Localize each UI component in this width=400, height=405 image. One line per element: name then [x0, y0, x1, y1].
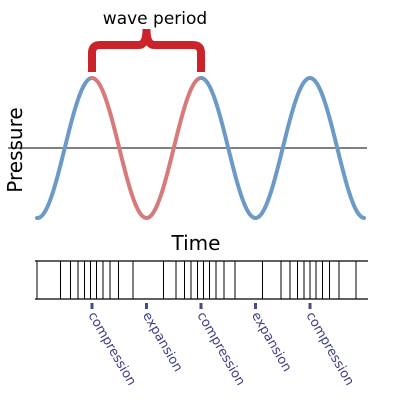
marker-tick [199, 303, 203, 309]
marker-label: compression [85, 310, 139, 389]
wave-period-label: wave period [103, 9, 207, 29]
marker-expansion: expansion [139, 303, 185, 375]
marker-tick [308, 303, 312, 309]
marker-group: compression expansion compression expansion… [85, 303, 357, 388]
marker-label: compression [303, 310, 357, 389]
marker-tick [145, 303, 148, 309]
marker-tick [254, 303, 257, 309]
marker-label: expansion [139, 310, 185, 375]
marker-label: compression [194, 310, 248, 389]
time-axis-label: Time [171, 231, 221, 255]
marker-compression: compression [85, 303, 139, 388]
pressure-wave-highlighted-period [90, 76, 203, 220]
pressure-wave-right [199, 75, 366, 220]
marker-compression: compression [303, 303, 357, 388]
marker-label: expansion [248, 310, 294, 375]
pressure-axis-label: Pressure [3, 107, 27, 192]
marker-compression: compression [194, 303, 248, 388]
pressure-wave-left [35, 76, 94, 220]
period-brace [88, 28, 205, 72]
particle-density-strip [35, 260, 368, 300]
marker-tick [90, 303, 94, 309]
marker-expansion: expansion [248, 303, 294, 375]
